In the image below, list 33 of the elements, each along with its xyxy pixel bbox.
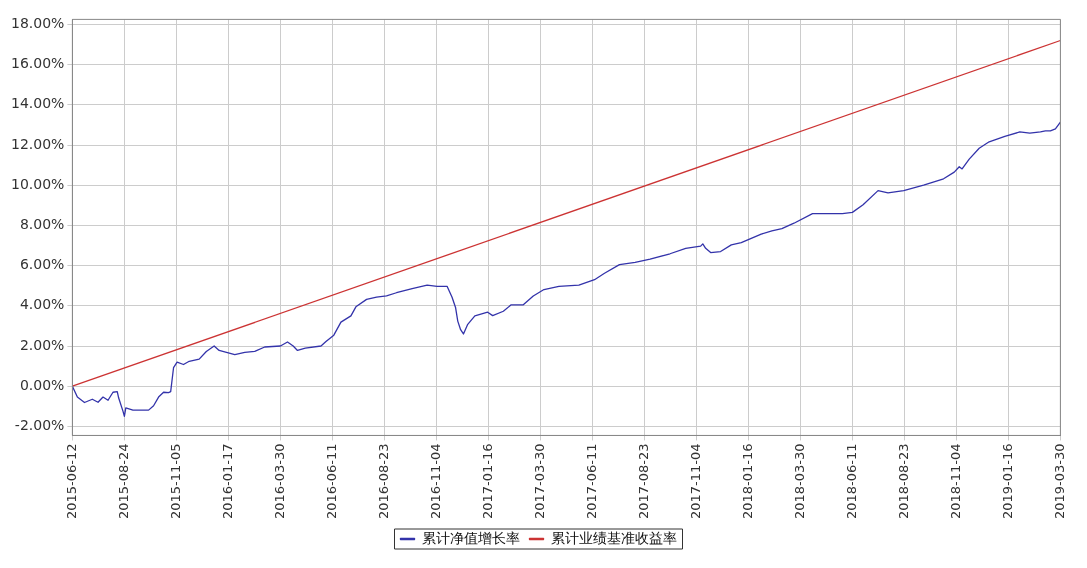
x-tick-label: 2016-08-23: [375, 443, 391, 520]
x-tick-label: 2018-03-30: [791, 443, 807, 520]
x-tick-label: 2015-11-05: [167, 443, 183, 520]
y-tick-label: 18.00%: [10, 15, 65, 32]
x-tick-label: 2017-08-23: [635, 443, 651, 520]
x-tick-label: 2017-06-11: [583, 443, 599, 520]
y-tick-label: 8.00%: [19, 216, 65, 233]
x-tick-label: 2019-01-16: [999, 443, 1015, 520]
x-tick-label: 2017-01-16: [479, 443, 495, 520]
y-tick-label: 6.00%: [19, 256, 65, 273]
y-tick-label: 0.00%: [19, 376, 65, 393]
x-tick-label: 2018-08-23: [895, 443, 911, 520]
legend-label: 累计净值增长率: [421, 529, 520, 546]
x-tick-label: 2015-06-12: [63, 443, 79, 520]
y-tick-label: 14.00%: [10, 95, 65, 112]
y-tick-label: 4.00%: [19, 296, 65, 313]
x-tick-label: 2019-03-30: [1051, 443, 1067, 520]
y-tick-label: 16.00%: [10, 55, 65, 72]
x-tick-label: 2017-11-04: [687, 443, 703, 520]
y-tick-label: 2.00%: [19, 336, 65, 353]
x-tick-label: 2018-01-16: [739, 443, 755, 520]
legend-label: 累计业绩基准收益率: [550, 529, 677, 546]
x-tick-label: 2018-11-04: [947, 443, 963, 520]
x-tick-label: 2016-03-30: [271, 443, 287, 520]
x-tick-label: 2016-11-04: [427, 443, 443, 520]
x-tick-label: 2018-06-11: [843, 443, 859, 520]
y-tick-label: 10.00%: [10, 175, 65, 192]
x-tick-label: 2016-01-17: [219, 443, 235, 520]
y-tick-label: -2.00%: [14, 417, 65, 434]
x-tick-label: 2015-08-24: [115, 443, 131, 520]
x-tick-label: 2016-06-11: [323, 443, 339, 520]
y-tick-label: 12.00%: [10, 135, 65, 152]
x-tick-label: 2017-03-30: [531, 443, 547, 520]
